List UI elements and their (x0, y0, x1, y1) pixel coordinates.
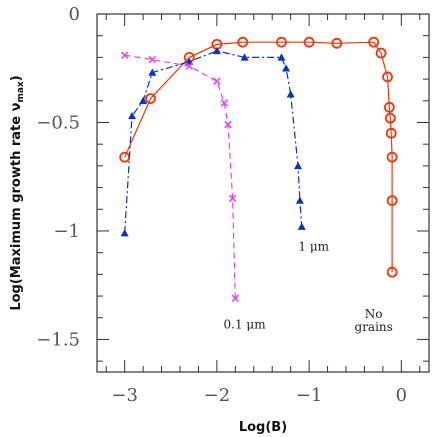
y-axis-title: Log(Maximum growth rate νmax) (9, 75, 26, 310)
y-tick-label: −1 (53, 221, 80, 242)
axis-ticks: −3 −2 −1 0 0 −0.5 −1 −1.5 (36, 4, 429, 406)
data-point (277, 53, 286, 61)
data-point (119, 151, 131, 163)
data-point (228, 194, 237, 203)
data-point (375, 47, 387, 59)
data-point (295, 196, 304, 204)
x-tick-label: −3 (111, 385, 138, 406)
data-point (213, 77, 221, 86)
series-line-1 (124, 50, 303, 234)
y-axis-title-subscript: max (16, 81, 26, 102)
y-tick-label: 0 (69, 4, 80, 25)
y-axis-title-main: Log(Maximum growth rate ν (9, 102, 24, 310)
annotation-label: grains (355, 320, 393, 334)
x-tick-label: −1 (296, 385, 323, 406)
annotation-label: No (365, 307, 383, 321)
data-point (282, 64, 291, 72)
data-point (120, 229, 129, 237)
data-point (237, 36, 249, 48)
data-point (220, 99, 229, 107)
plot-frame (96, 13, 430, 373)
data-point (212, 46, 221, 55)
data-point (148, 55, 157, 64)
series-line-0 (124, 41, 393, 273)
series-line-2 (124, 54, 236, 299)
data-point (386, 151, 398, 163)
y-tick-label: −0.5 (36, 112, 80, 133)
data-point (224, 120, 232, 129)
data-point (185, 62, 193, 70)
data-point (148, 68, 157, 76)
data-point (382, 71, 393, 83)
data-point (331, 37, 343, 49)
annotation-label: 1 μm (298, 239, 329, 253)
data-point (120, 51, 129, 59)
data-point (384, 112, 396, 124)
data-point (139, 96, 148, 104)
data-point (276, 36, 287, 48)
data-point (145, 93, 156, 105)
data-point (368, 36, 380, 48)
series-layer (119, 36, 398, 302)
data-point (297, 222, 306, 230)
y-tick-label: −1.5 (36, 329, 80, 350)
y-axis-title-close: ) (9, 75, 24, 81)
data-point (303, 36, 315, 48)
annotation-label: 0.1 μm (224, 318, 267, 332)
x-axis-title: Log(B) (239, 420, 287, 435)
data-point (294, 161, 303, 170)
data-point (386, 195, 398, 206)
x-tick-label: 0 (396, 385, 407, 406)
x-tick-label: −2 (204, 385, 231, 406)
data-point (240, 53, 249, 61)
data-point (386, 266, 398, 278)
data-point (385, 127, 397, 139)
data-point (128, 111, 137, 120)
data-point (383, 101, 395, 113)
data-point (286, 90, 295, 98)
data-point (231, 294, 240, 302)
